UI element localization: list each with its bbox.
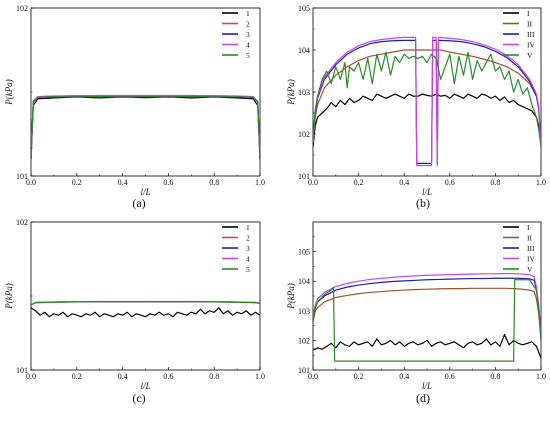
y-axis-label: P(kPa) [4,79,14,105]
x-tick-label: 0.6 [163,372,173,381]
y-tick-label: 102 [298,130,310,139]
series-line-II [313,49,541,143]
y-tick-label: 101 [298,366,310,375]
series-line-5 [31,95,260,156]
series-line-1 [31,96,260,160]
x-tick-label: 0.6 [445,178,455,187]
series-line-5 [31,301,260,306]
x-tick-label: 0.8 [209,178,219,187]
y-tick-label: 102 [16,4,28,13]
series-group [31,300,260,318]
x-axis-label: l/L [422,187,432,197]
legend-label: 2 [246,20,250,29]
series-line-IV [313,272,541,335]
series-group [31,94,260,160]
y-axis-label: P(kPa) [286,79,296,105]
panel-1: 0.0 0.2 0.4 0.6 0.8 1.0 101 102 l/L P(kPa) 1 23 45 (a… [4,4,265,210]
legend: 1 23 45 [222,223,250,274]
x-tick-label: 0.2 [72,372,82,381]
legend-label: 1 [246,223,250,232]
legend-label: 1 [246,9,250,18]
y-tick-label: 101 [298,172,310,181]
legend-label: III [527,244,535,253]
x-tick-label: 1.0 [536,372,546,381]
legend-label: IV [527,255,535,264]
series-line-4 [31,94,260,156]
x-tick-label: 0.0 [308,178,318,187]
legend-label: I [527,223,530,232]
legend-label: V [527,265,533,274]
y-tick-label: 101 [16,366,28,375]
legend-label: 4 [246,41,250,50]
x-tick-label: 1.0 [536,178,546,187]
series-line-1 [31,307,260,318]
panel-4: 0.0 0.2 0.4 0.6 0.8 1.0 101 102 103 104 105 l/L P(kP… [286,221,546,405]
y-tick-label: 104 [298,46,310,55]
series-line-III [313,277,541,338]
x-tick-label: 0.4 [118,372,128,381]
x-tick-label: 0.4 [118,178,128,187]
x-tick-label: 0.0 [26,372,36,381]
legend-label: 5 [246,265,250,274]
y-axis-label: P(kPa) [286,283,296,309]
x-tick-label: 0.4 [399,178,409,187]
legend-label: IV [527,41,535,50]
legend-label: II [527,20,532,29]
x-tick-label: 0.0 [26,178,36,187]
x-tick-label: 1.0 [255,178,265,187]
legend-label: 5 [246,51,250,60]
panel-label: (b) [416,196,430,210]
series-line-V [313,277,541,362]
x-tick-label: 0.2 [354,372,364,381]
legend: 1 23 45 [222,9,250,60]
y-tick-label: 105 [298,4,310,13]
y-tick-label: 104 [298,277,310,286]
legend-label: III [527,30,535,39]
y-tick-label: 101 [16,172,28,181]
panel-label: (d) [416,391,430,405]
series-group [313,36,541,167]
series-group [313,272,541,362]
legend-label: II [527,234,532,243]
legend-label: 3 [246,30,250,39]
series-line-I [313,333,541,359]
x-tick-label: 0.4 [399,372,409,381]
panel-3: 0.0 0.2 0.4 0.6 0.8 1.0 101 102 l/L P(kPa) 1 23 45 (c… [4,147,265,405]
panel-2: 0.0 0.2 0.4 0.6 0.8 1.0 101 102 103 104 105 l/L P(kP… [286,4,546,210]
x-tick-label: 0.2 [72,178,82,187]
y-axis-label: P(kPa) [4,283,14,309]
x-axis-label: l/L [140,187,150,197]
y-tick-label: 102 [298,336,310,345]
y-tick-label: 103 [298,88,310,97]
series-line-I [313,93,541,147]
series-line-V [313,51,541,147]
y-tick-label: 103 [298,307,310,316]
plot-frame [30,221,261,371]
x-tick-label: 0.8 [490,372,500,381]
panel-label: (a) [132,196,145,210]
series-line-3 [31,95,260,156]
x-tick-label: 0.2 [354,178,364,187]
x-tick-label: 1.0 [255,372,265,381]
x-tick-label: 0.8 [209,372,219,381]
x-axis-label: l/L [140,381,150,391]
legend-label: 3 [246,244,250,253]
x-tick-label: 0.6 [163,178,173,187]
x-axis-label: l/L [422,381,432,391]
x-tick-label: 0.8 [490,178,500,187]
legend-label: I [527,9,530,18]
legend-label: 4 [246,255,250,264]
y-tick-label: 102 [16,218,28,227]
series-line-II [313,287,541,341]
legend-label: 2 [246,234,250,243]
panel-label: (c) [132,391,145,405]
x-tick-label: 0.0 [308,372,318,381]
legend-label: V [527,51,533,60]
y-tick-label: 105 [298,248,310,257]
x-tick-label: 0.6 [445,372,455,381]
series-line-2 [31,95,260,156]
